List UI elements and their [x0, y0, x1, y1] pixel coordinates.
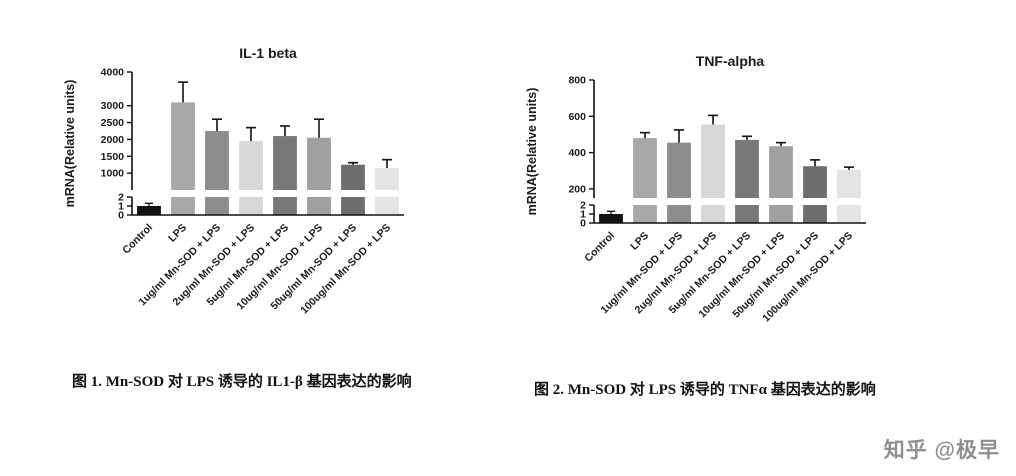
bar-lower-segment	[633, 205, 657, 223]
chart-tnf-alpha: TNF-alpha mRNA(Relative units) Control LPS 1…	[506, 38, 986, 399]
bar-lower-segment	[803, 205, 827, 223]
bar-lower-segment	[837, 205, 861, 223]
bar-upper-segment	[273, 136, 297, 190]
bar-lower-segment	[701, 205, 725, 223]
y-tick-label: 2	[118, 192, 124, 204]
y-tick-label: 400	[568, 147, 586, 159]
y-tick-label: 800	[568, 75, 586, 87]
bar-lower-segment	[667, 205, 691, 223]
y-tick-label: 1000	[101, 168, 125, 180]
bar-lower-segment	[375, 197, 399, 215]
chart-il1-beta: IL-1 beta mRNA(Relative units) Control LPS 1…	[44, 30, 524, 391]
bar-upper-segment	[375, 168, 399, 190]
bar-lower-segment	[137, 206, 161, 215]
chart-caption-tnf-alpha: 图 2. Mn-SOD 对 LPS 诱导的 TNFα 基因表达的影响	[534, 382, 876, 398]
bar-upper-segment	[239, 141, 263, 190]
y-tick-label: 1500	[101, 151, 125, 163]
watermark: 知乎 @极早	[883, 439, 1000, 462]
bar-lower-segment	[307, 197, 331, 215]
y-tick-label: 0	[118, 210, 124, 222]
category-label: LPS	[166, 222, 189, 245]
bar-upper-segment	[341, 164, 365, 190]
bar-upper-segment	[735, 139, 759, 198]
bar-lower-segment	[735, 205, 759, 223]
bar-lower-segment	[205, 197, 229, 215]
bar-upper-segment	[837, 169, 861, 198]
chart-caption-il1-beta: 图 1. Mn-SOD 对 LPS 诱导的 IL1-β 基因表达的影响	[72, 374, 412, 390]
y-tick-label: 200	[568, 183, 586, 195]
bar-lower-segment	[769, 205, 793, 223]
y-tick-label: 2500	[101, 117, 125, 129]
tnf-alpha-bar-chart: TNF-alpha mRNA(Relative units) Control LPS 1…	[525, 53, 866, 325]
bar-upper-segment	[171, 102, 195, 190]
bar-upper-segment	[769, 146, 793, 198]
bar-lower-segment	[239, 197, 263, 215]
y-tick-label: 4000	[101, 67, 125, 79]
y-tick-label: 1	[118, 201, 124, 213]
chart-title: IL-1 beta	[239, 45, 297, 61]
y-axis-label: mRNA(Relative units)	[525, 88, 539, 216]
bar-upper-segment	[667, 142, 691, 198]
y-tick-label: 1	[580, 209, 586, 221]
category-label: Control	[582, 230, 617, 265]
bars	[137, 81, 399, 215]
bar-lower-segment	[599, 214, 623, 223]
bars	[599, 114, 861, 223]
y-tick-label: 3000	[101, 100, 125, 112]
y-axis: 1000 1500 2000 2500 3000 4000 012	[101, 67, 404, 222]
y-axis-label: mRNA(Relative units)	[63, 80, 77, 208]
bar-upper-segment	[205, 131, 229, 190]
y-axis: 200 400 600 800 012	[568, 75, 866, 230]
bar-upper-segment	[633, 138, 657, 198]
bar-upper-segment	[803, 166, 827, 198]
bar-lower-segment	[341, 197, 365, 215]
y-tick-label: 0	[580, 218, 586, 230]
bar-lower-segment	[273, 197, 297, 215]
y-tick-label: 2000	[101, 134, 125, 146]
y-tick-label: 600	[568, 111, 586, 123]
y-tick-label: 2	[580, 200, 586, 212]
bar-upper-segment	[701, 124, 725, 198]
bar-lower-segment	[171, 197, 195, 215]
category-label: LPS	[628, 230, 651, 253]
category-label: Control	[120, 222, 155, 257]
chart-title: TNF-alpha	[696, 53, 765, 69]
bar-upper-segment	[307, 137, 331, 190]
